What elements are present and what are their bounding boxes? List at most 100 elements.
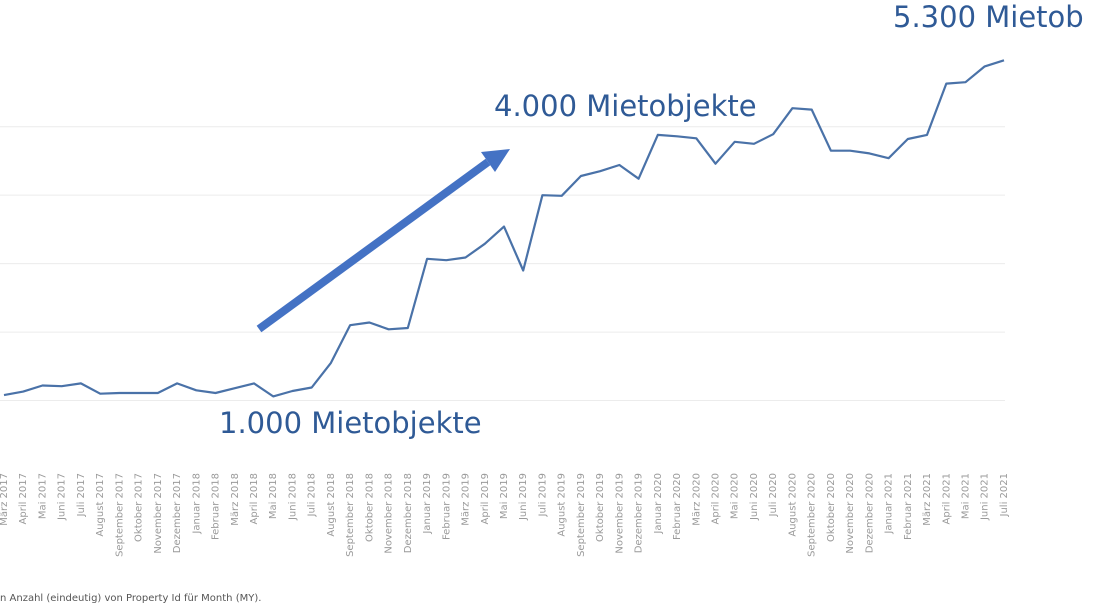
data-point [771,132,775,136]
x-tick-label: Juli 2018 [307,473,318,517]
x-tick-label: August 2017 [95,473,106,537]
x-tick-label: Mai 2020 [730,473,741,519]
gridlines [0,126,1005,402]
data-point [848,149,852,153]
data-point [444,258,448,262]
data-point [214,391,218,395]
data-point [40,383,44,387]
x-tick-label: Oktober 2018 [364,473,375,542]
trend-arrow [256,149,510,333]
data-point [675,134,679,138]
trend-arrow-shaft [256,158,491,333]
trend-arrow-head [481,149,510,172]
data-point [637,177,641,181]
data-point [906,137,910,141]
x-tick-label: Juni 2019 [518,473,529,521]
x-tick-label: November 2018 [384,473,395,554]
data-point [156,391,160,395]
x-tick-label: Juli 2021 [999,473,1010,517]
data-point [137,391,141,395]
data-point [502,225,506,229]
x-tick-label: September 2019 [576,473,587,557]
chart-footnote: n Anzahl (eindeutig) von Property Id für… [0,593,261,604]
x-tick-label: April 2019 [480,473,491,524]
x-tick-label: Mai 2018 [268,473,279,519]
x-tick-label: Januar 2021 [884,473,895,535]
data-point [98,392,102,396]
data-point [867,151,871,155]
data-point [290,389,294,393]
data-point [521,268,525,272]
x-tick-label: Oktober 2019 [595,473,606,542]
x-tick-label: Juni 2018 [287,473,298,521]
x-tick-label: März 2018 [230,473,241,526]
x-tick-label: Mai 2021 [961,473,972,519]
data-point [598,169,602,173]
data-point [271,394,275,398]
data-point [944,82,948,86]
x-tick-label: April 2017 [18,473,29,524]
data-point [560,194,564,198]
x-tick-label: November 2020 [845,473,856,554]
x-tick-label: Juni 2020 [749,473,760,521]
data-point [810,108,814,112]
data-point [540,193,544,197]
x-tick-label: April 2020 [711,473,722,524]
data-point [964,80,968,84]
data-point [367,320,371,324]
x-tick-label: April 2018 [249,473,260,524]
x-tick-label: Juni 2017 [57,473,68,521]
x-tick-label: Mai 2019 [499,473,510,519]
data-point [329,361,333,365]
data-point [117,391,121,395]
x-tick-label: Juni 2021 [980,473,991,521]
data-point [21,390,25,394]
data-point [310,386,314,390]
data-point [579,174,583,178]
data-point [406,326,410,330]
x-tick-label: Oktober 2020 [826,473,837,542]
data-point [175,381,179,385]
x-tick-label: Januar 2020 [653,473,664,535]
annotation-mid: 4.000 Mietobjekte [494,89,757,123]
data-point [733,140,737,144]
data-point [829,149,833,153]
x-tick-label: Juli 2019 [537,473,548,517]
x-tick-label: Februar 2018 [211,473,222,540]
x-tick-label: Mai 2017 [37,473,48,519]
data-point [983,64,987,68]
data-point [714,162,718,166]
series-line-layer [2,58,1006,398]
x-tick-label: Januar 2018 [191,473,202,535]
data-point [233,386,237,390]
data-point [194,388,198,392]
x-tick-label: Februar 2021 [903,473,914,540]
annotation-low: 1.000 Mietobjekte [219,406,482,440]
x-tick-label: April 2021 [941,473,952,524]
x-tick-label: Dezember 2019 [634,473,645,553]
data-point [925,133,929,137]
data-point [464,255,468,259]
x-tick-label: August 2018 [326,473,337,537]
x-tick-label: Dezember 2017 [172,473,183,553]
series-line [3,59,1005,398]
x-tick-label: August 2020 [787,473,798,537]
x-tick-label: Dezember 2020 [864,473,875,553]
data-point [694,136,698,140]
x-tick-label: Februar 2019 [441,473,452,540]
data-point [887,156,891,160]
x-tick-label: Juli 2017 [76,473,87,517]
data-point [1002,58,1006,62]
x-tick-label: November 2017 [153,473,164,554]
x-tick-label: September 2020 [807,473,818,557]
x-tick-labels: März 2017 April 2017 Mai 2017 Juni 2017 Juli… [0,473,1010,557]
data-point [425,257,429,261]
data-point [656,133,660,137]
data-point [2,393,6,397]
annotation-max: 5.300 Mietob [893,0,1084,34]
x-tick-label: Dezember 2018 [403,473,414,553]
x-tick-label: August 2019 [557,473,568,537]
data-point [617,163,621,167]
x-tick-label: Januar 2019 [422,473,433,535]
